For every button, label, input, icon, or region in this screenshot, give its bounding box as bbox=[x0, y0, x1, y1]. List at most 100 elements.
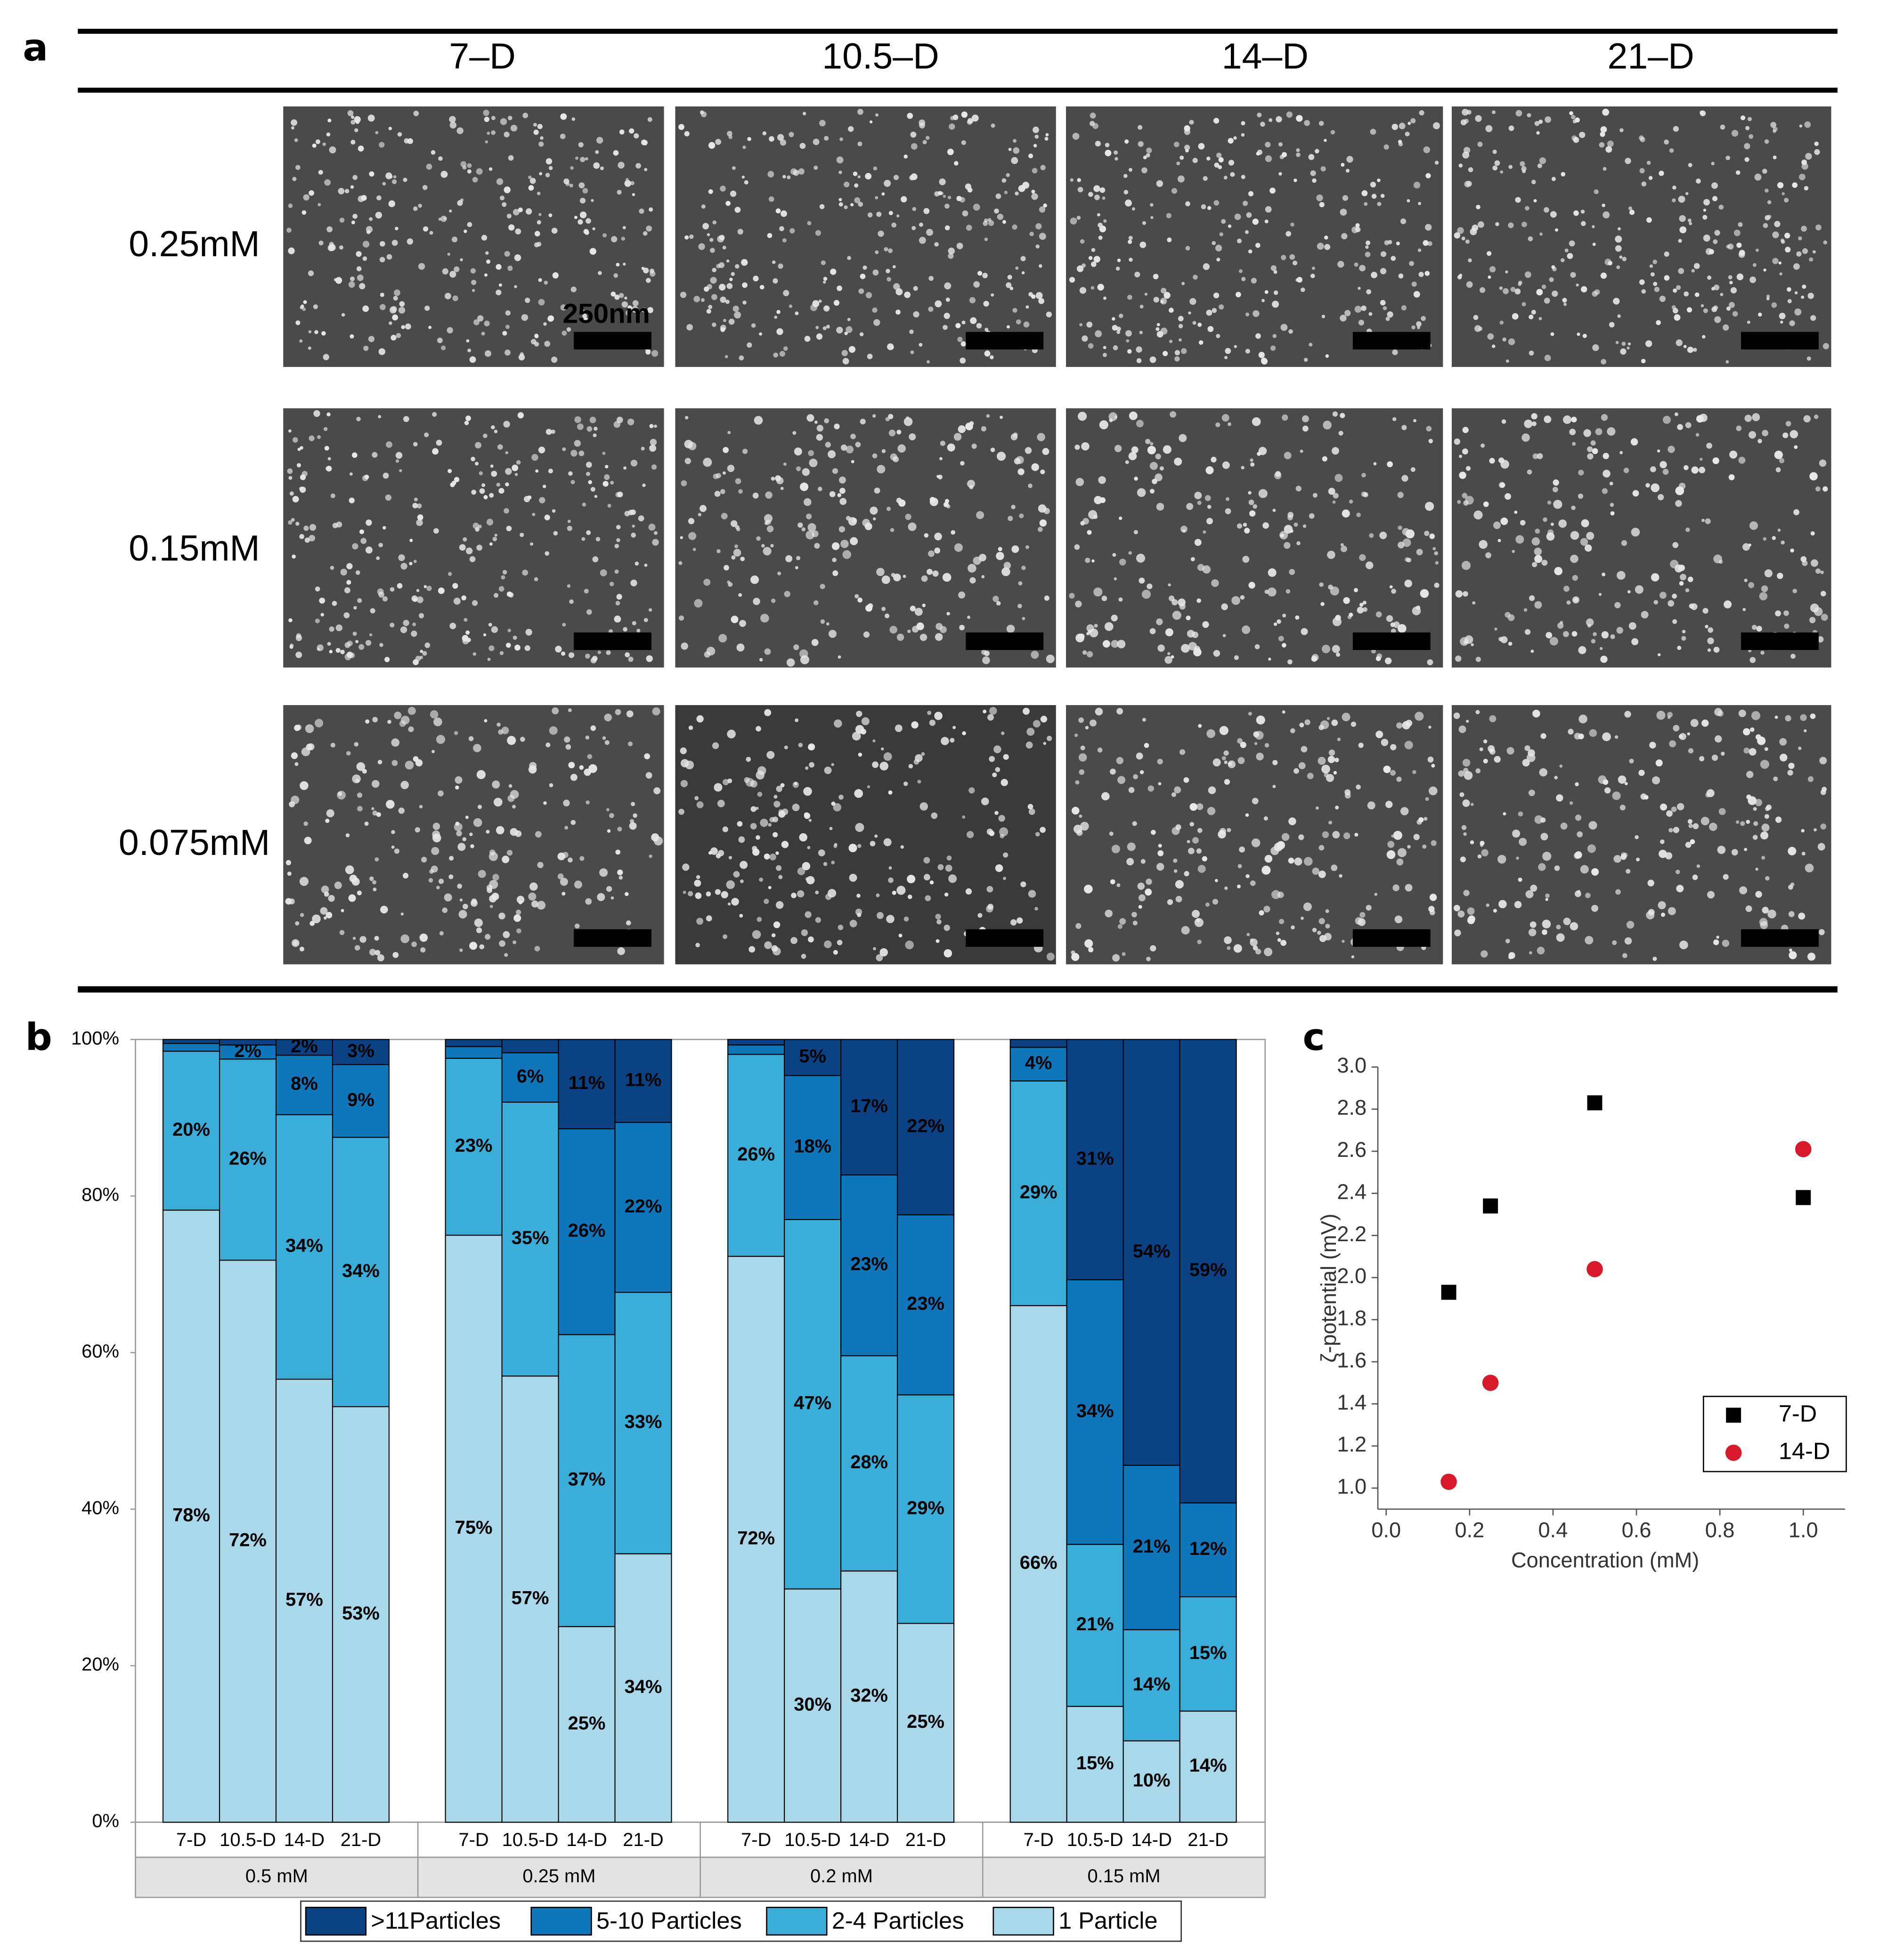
particle bbox=[288, 247, 295, 254]
particle bbox=[461, 595, 467, 601]
particle bbox=[475, 442, 481, 449]
particle bbox=[808, 819, 812, 822]
particle bbox=[503, 931, 510, 938]
particle bbox=[753, 276, 759, 282]
particle bbox=[1119, 918, 1126, 925]
particle bbox=[1773, 155, 1777, 160]
particle bbox=[614, 544, 619, 549]
particle bbox=[816, 434, 823, 441]
particle bbox=[703, 457, 712, 467]
particle bbox=[1252, 797, 1259, 805]
particle bbox=[616, 525, 621, 529]
particle bbox=[1173, 141, 1179, 147]
particle bbox=[1074, 444, 1080, 450]
particle bbox=[1664, 139, 1669, 145]
particle bbox=[391, 845, 395, 849]
particle bbox=[1561, 172, 1566, 177]
particle bbox=[431, 865, 438, 873]
particle bbox=[855, 823, 864, 832]
particle bbox=[832, 570, 838, 577]
particle bbox=[1204, 495, 1211, 501]
particle bbox=[1475, 710, 1480, 715]
particle bbox=[602, 233, 607, 238]
particle bbox=[1216, 333, 1220, 338]
particle bbox=[875, 196, 878, 200]
data-label: 6% bbox=[517, 1066, 544, 1087]
particle bbox=[799, 649, 808, 659]
particle bbox=[1766, 294, 1770, 298]
particle bbox=[518, 354, 525, 361]
particle bbox=[1713, 239, 1718, 244]
particle bbox=[532, 512, 536, 516]
particle bbox=[346, 563, 353, 569]
particle bbox=[1336, 652, 1341, 657]
particle bbox=[295, 165, 301, 170]
particle bbox=[840, 444, 847, 451]
x-tick-label: 21-D bbox=[1188, 1830, 1228, 1850]
particle bbox=[1453, 712, 1460, 719]
particle bbox=[1001, 779, 1008, 786]
particle bbox=[588, 480, 592, 484]
particle bbox=[489, 904, 493, 908]
particle bbox=[1659, 849, 1667, 858]
particle bbox=[1281, 152, 1287, 157]
particle bbox=[478, 524, 482, 529]
particle bbox=[1705, 518, 1711, 524]
particle bbox=[1505, 270, 1508, 274]
particle bbox=[1006, 282, 1012, 288]
data-label: 31% bbox=[1076, 1148, 1114, 1169]
particle bbox=[984, 350, 991, 357]
particle bbox=[646, 225, 652, 232]
particle bbox=[1088, 947, 1094, 952]
particle bbox=[1031, 651, 1039, 659]
particle bbox=[1733, 229, 1741, 236]
data-label: 22% bbox=[907, 1115, 944, 1136]
data-label: 57% bbox=[285, 1589, 323, 1610]
particle bbox=[783, 346, 788, 351]
particle bbox=[854, 197, 861, 203]
particle bbox=[796, 556, 801, 561]
particle bbox=[652, 707, 660, 716]
particle bbox=[1673, 288, 1677, 293]
particle bbox=[1563, 918, 1571, 926]
particle bbox=[422, 651, 427, 656]
particle bbox=[764, 648, 771, 655]
particle bbox=[348, 894, 356, 902]
particle bbox=[1780, 238, 1784, 243]
particle bbox=[639, 208, 644, 214]
particle bbox=[1338, 431, 1343, 436]
particle bbox=[362, 305, 369, 312]
particle bbox=[1787, 299, 1792, 303]
particle bbox=[594, 495, 598, 498]
particle bbox=[1708, 627, 1714, 633]
particle bbox=[944, 949, 952, 958]
particle bbox=[1578, 715, 1587, 724]
particle bbox=[1547, 500, 1552, 505]
particle bbox=[510, 124, 518, 132]
particle bbox=[1531, 179, 1536, 185]
particle bbox=[739, 914, 743, 918]
particle bbox=[1362, 601, 1367, 605]
particle bbox=[543, 801, 547, 805]
particle bbox=[1542, 919, 1551, 928]
particle bbox=[819, 204, 825, 210]
particle bbox=[1354, 588, 1358, 593]
particle bbox=[854, 183, 859, 188]
particle bbox=[1279, 531, 1288, 540]
particle bbox=[1500, 170, 1504, 174]
particle bbox=[912, 626, 919, 633]
particle bbox=[1294, 857, 1302, 866]
particle bbox=[1500, 460, 1509, 469]
particle bbox=[940, 440, 945, 446]
particle bbox=[737, 228, 743, 235]
particle bbox=[443, 217, 447, 220]
particle bbox=[498, 729, 504, 735]
particle bbox=[706, 891, 711, 897]
bar-segment bbox=[162, 1209, 220, 1823]
particle bbox=[1729, 450, 1738, 459]
particle bbox=[574, 880, 582, 889]
particle bbox=[1236, 884, 1241, 888]
particle bbox=[1425, 224, 1432, 231]
particle bbox=[1361, 491, 1367, 497]
particle bbox=[1212, 308, 1217, 313]
